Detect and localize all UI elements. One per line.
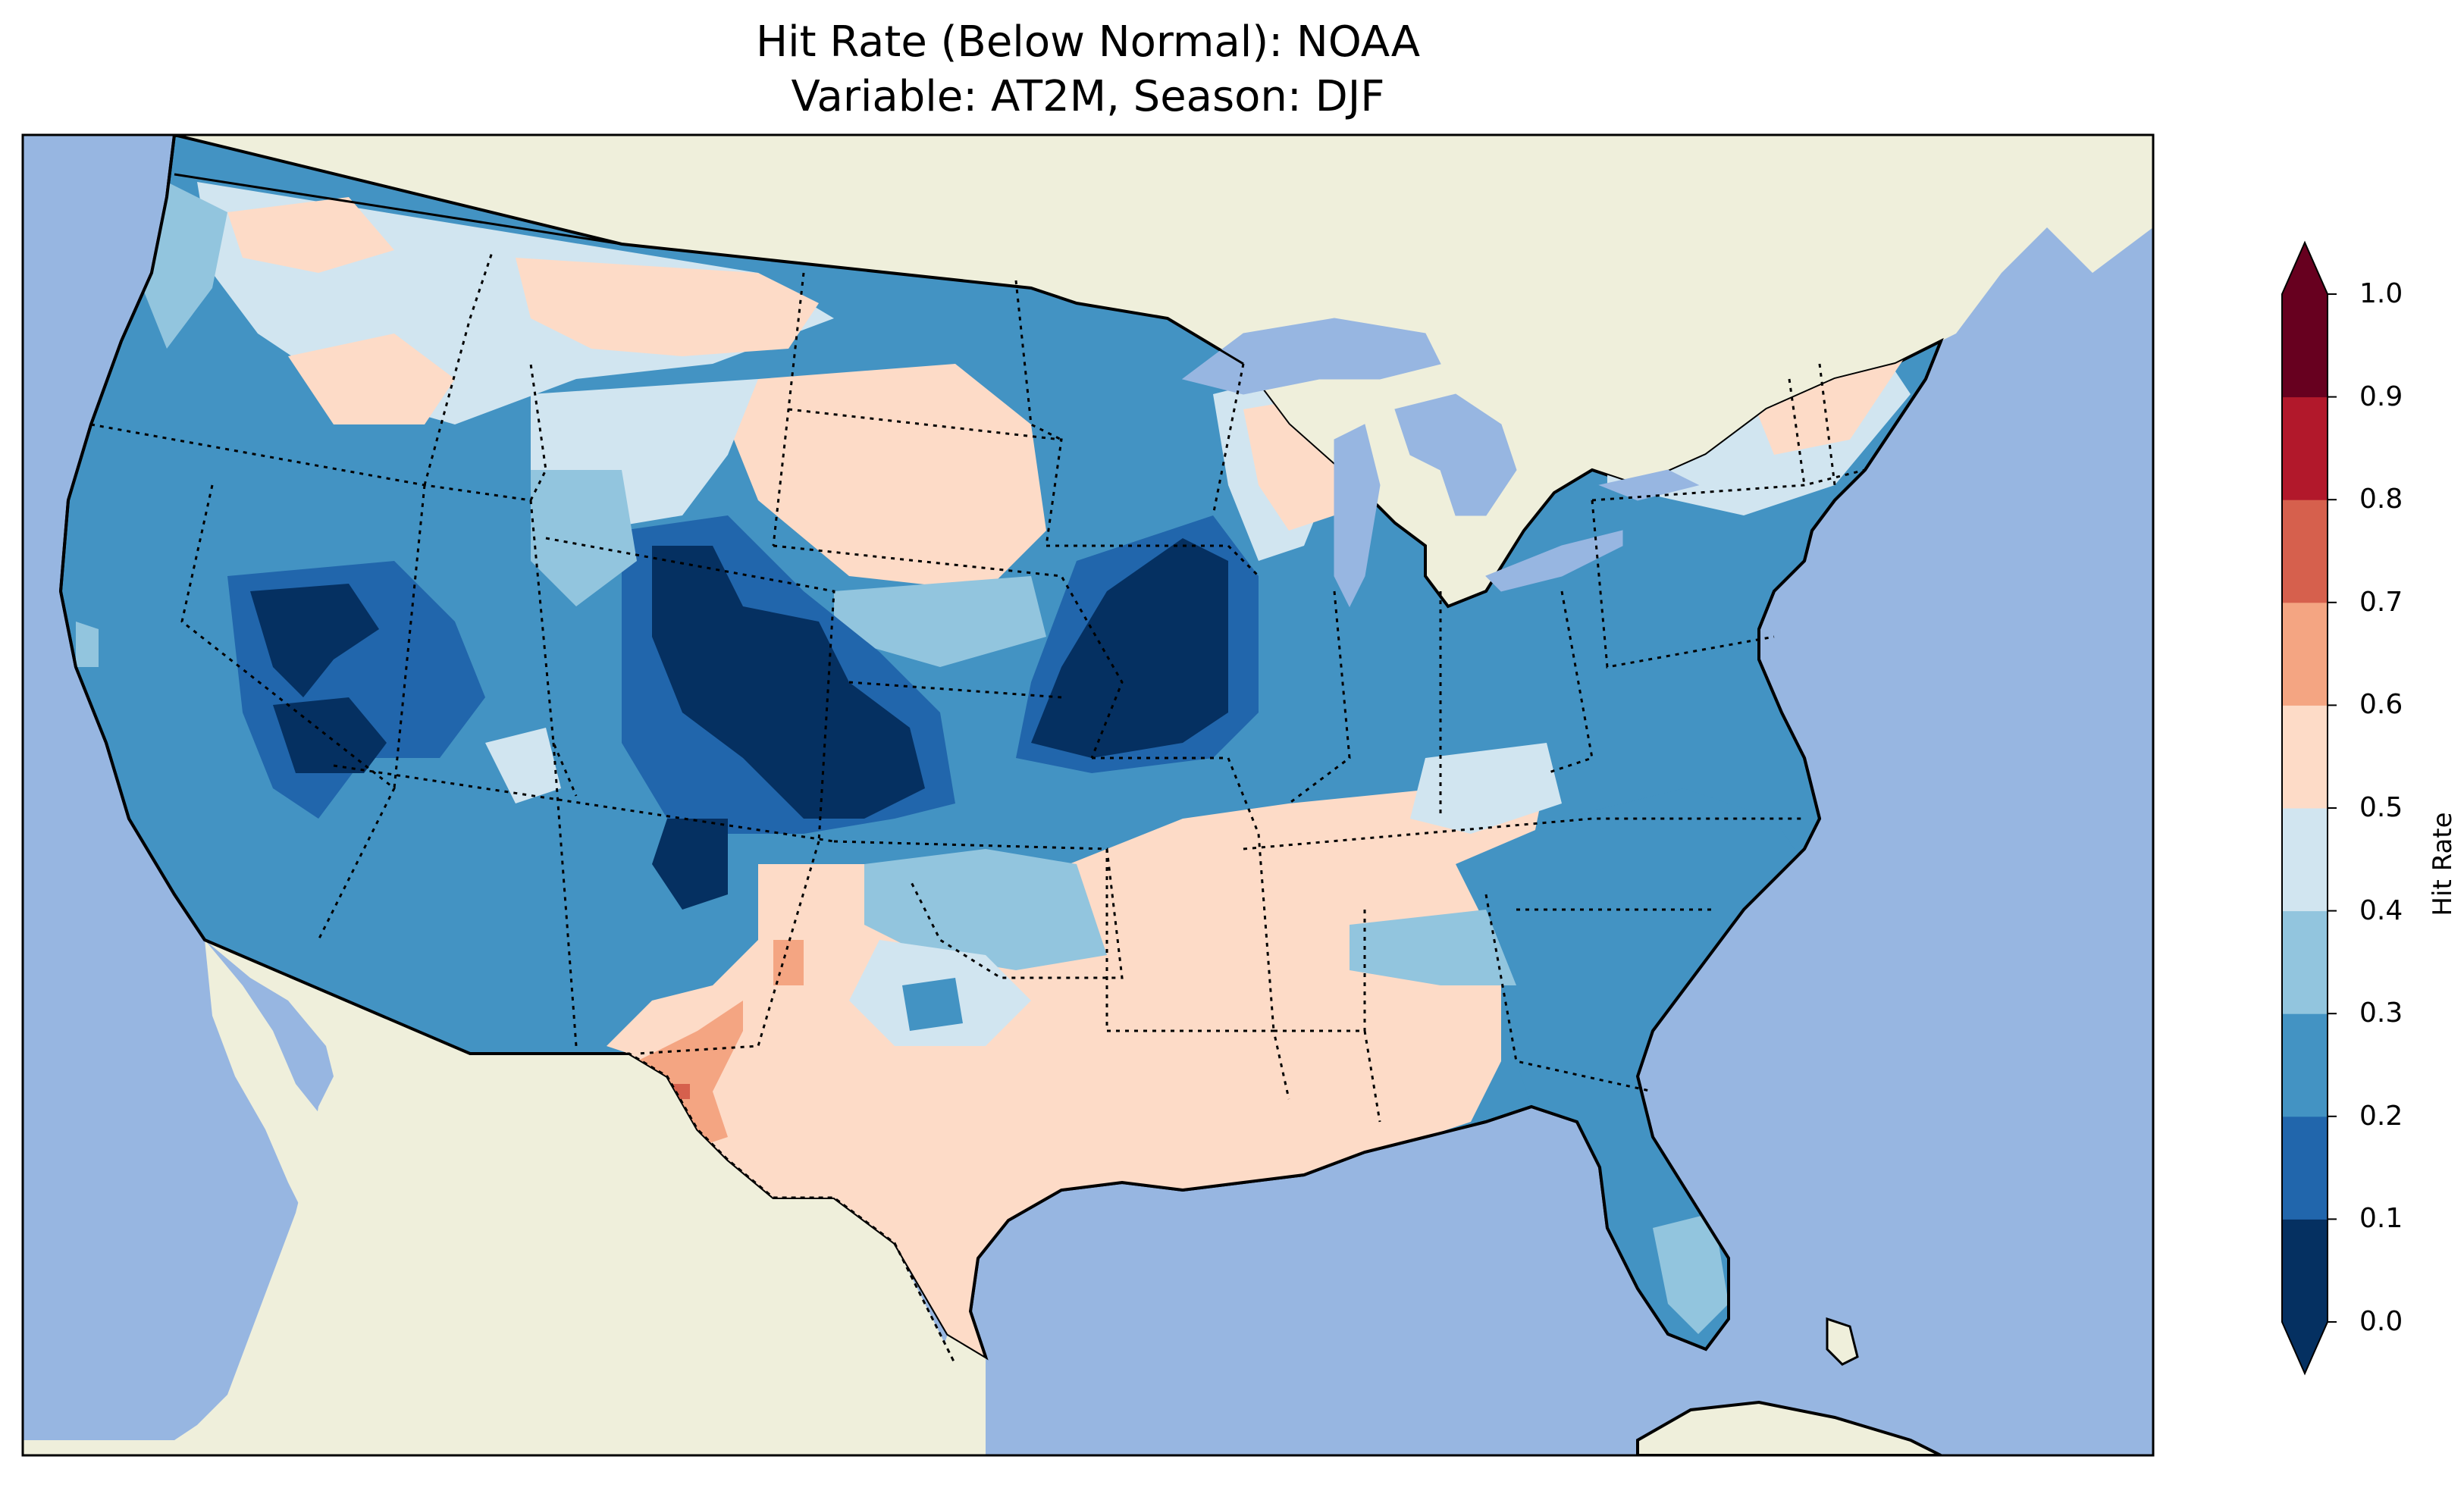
- region-south-peach: [607, 773, 1547, 1357]
- colorbar-tick-label: 0.6: [2359, 689, 2403, 721]
- colorbar-segment: [2282, 910, 2328, 1014]
- colorbar-label: Hit Rate: [2428, 812, 2458, 916]
- colorbar: [2281, 240, 2337, 1376]
- region-texas-blue: [902, 978, 963, 1031]
- region-greatbasin-navy: [250, 584, 379, 697]
- region-tx-salmon-2: [773, 940, 804, 985]
- region-utah-mid: [531, 470, 637, 606]
- region-california-light: [76, 622, 99, 667]
- chart-subtitle: Variable: AT2M, Season: DJF: [791, 72, 1385, 121]
- colorbar-tick-label: 0.1: [2359, 1203, 2403, 1235]
- colorbar-extend-max: [2282, 243, 2328, 294]
- lake-huron: [1394, 393, 1517, 516]
- colorbar-segment: [2282, 705, 2328, 809]
- region-iowa-navy: [1031, 538, 1228, 758]
- colorbar-segment: [2282, 1116, 2328, 1220]
- colorbar-tick-label: 0.2: [2359, 1100, 2403, 1132]
- colorbar-tick-label: 0.7: [2359, 586, 2403, 618]
- colorbar-tick-label: 0.0: [2359, 1306, 2403, 1337]
- region-montana-peach: [516, 258, 819, 356]
- bahamas: [1826, 1317, 1859, 1366]
- great-lakes: [1181, 318, 1700, 608]
- colorbar-extend-min: [2282, 1322, 2328, 1373]
- colorbar-segment: [2282, 1219, 2328, 1323]
- baja-peninsula: [205, 940, 447, 1440]
- colorbar-tick-label: 0.9: [2359, 381, 2403, 412]
- region-nevada-light: [485, 728, 561, 803]
- region-oklahoma-light: [864, 849, 1107, 970]
- colorbar-tick-label: 0.4: [2359, 894, 2403, 926]
- colorbar-segment: [2282, 294, 2328, 398]
- lake-erie: [1485, 530, 1623, 592]
- region-nm-navy: [652, 819, 728, 910]
- region-colorado-navy: [652, 546, 925, 819]
- us-canada-border: [174, 173, 1244, 365]
- region-oregon-peach: [227, 197, 394, 273]
- us-outline: [58, 135, 206, 941]
- colorbar-segment: [2282, 396, 2328, 500]
- map-frame: [21, 133, 2155, 1457]
- cuba: [1636, 1400, 1942, 1455]
- region-dakotas-peach: [728, 364, 1046, 591]
- mexico-east: [933, 1334, 986, 1455]
- lake-michigan: [1334, 424, 1381, 608]
- region-idaho-peach: [288, 334, 455, 424]
- mexico-land: [23, 940, 978, 1455]
- colorbar-tick-label: 0.8: [2359, 484, 2403, 515]
- colorbar-segment: [2282, 1013, 2328, 1117]
- chart-title: Hit Rate (Below Normal): NOAA: [755, 17, 1421, 67]
- region-gulf-light: [1350, 910, 1516, 985]
- colorbar-segment: [2282, 500, 2328, 603]
- state-borders: [90, 249, 1866, 1123]
- region-carolina-light: [1410, 743, 1562, 834]
- colorbar-segment: [2282, 602, 2328, 706]
- lake-ontario: [1598, 469, 1700, 501]
- gulf-coast: [968, 340, 1942, 1358]
- region-midwest-light: [834, 576, 1046, 667]
- colorbar-segment: [2282, 808, 2328, 912]
- region-southeast-blue: [1456, 788, 1804, 1349]
- map-layers: [23, 135, 2153, 1455]
- region-florida-light: [1653, 1213, 1729, 1334]
- colorbar-tick-label: 1.0: [2359, 278, 2403, 309]
- us-mexico-border: [204, 938, 957, 1365]
- lake-superior: [1181, 318, 1441, 395]
- hit-rate-field: [76, 182, 1941, 1357]
- colorbar-tick-label: 0.3: [2359, 998, 2403, 1029]
- colorbar-tick-label: 0.5: [2359, 792, 2403, 823]
- canada-land: [174, 135, 2153, 606]
